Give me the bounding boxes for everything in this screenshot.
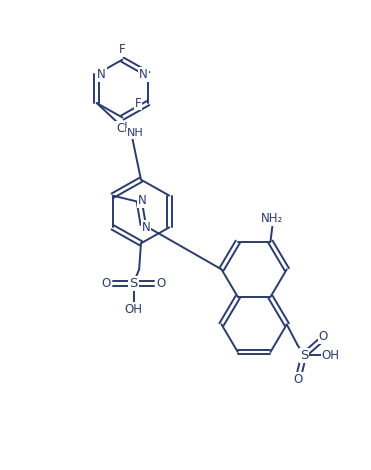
Text: O: O [156, 276, 165, 290]
Text: NH₂: NH₂ [261, 212, 283, 225]
Text: N: N [138, 194, 147, 207]
Text: F: F [135, 96, 141, 110]
Text: N: N [142, 221, 151, 234]
Text: N: N [139, 68, 148, 81]
Text: S: S [300, 349, 308, 362]
Text: OH: OH [125, 303, 142, 316]
Text: O: O [319, 330, 328, 343]
Text: N: N [97, 68, 106, 81]
Text: F: F [119, 43, 126, 56]
Text: O: O [293, 373, 302, 386]
Text: NH: NH [127, 128, 143, 138]
Text: OH: OH [322, 349, 339, 362]
Text: S: S [129, 276, 138, 290]
Text: Cl: Cl [116, 122, 128, 135]
Text: O: O [102, 276, 111, 290]
